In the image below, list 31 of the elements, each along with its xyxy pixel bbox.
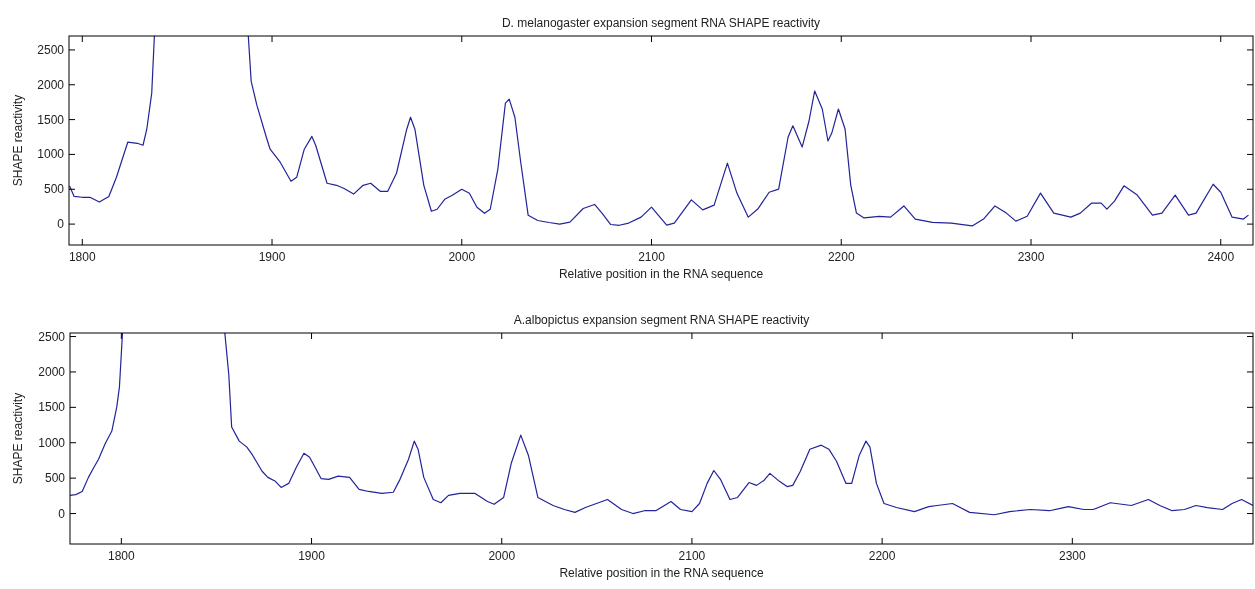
x-tick-label: 2000 — [448, 250, 476, 264]
x-tick-label: 2200 — [868, 549, 896, 563]
chart-title: A.albopictus expansion segment RNA SHAPE reactivity — [513, 313, 810, 327]
y-axis-title: SHAPE reactivity — [11, 392, 25, 485]
y-tick-label: 1000 — [38, 435, 66, 450]
x-tick-label: 1900 — [298, 549, 326, 563]
y-tick-label: 1500 — [38, 400, 66, 415]
y-tick-label: 2000 — [37, 77, 65, 92]
y-tick-label: 2000 — [38, 364, 66, 379]
x-tick-label: 1800 — [68, 250, 96, 264]
y-tick-label: 0 — [58, 506, 66, 521]
chart-title: D. melanogaster expansion segment RNA SHAPE reactivity — [501, 16, 821, 30]
x-tick-label: 1800 — [108, 549, 136, 563]
x-tick-label: 2300 — [1017, 250, 1045, 264]
x-tick-label: 2400 — [1207, 250, 1235, 264]
x-axis-title: Relative position in the RNA sequence — [559, 566, 764, 580]
x-tick-label: 2200 — [827, 250, 855, 264]
x-tick-label: 2100 — [678, 549, 706, 563]
y-tick-label: 0 — [57, 217, 65, 232]
y-tick-label: 1500 — [37, 112, 65, 127]
x-tick-label: 1900 — [258, 250, 286, 264]
x-tick-label: 2000 — [488, 549, 516, 563]
y-axis-title: SHAPE reactivity — [11, 94, 25, 187]
x-axis-title: Relative position in the RNA sequence — [558, 267, 764, 281]
x-tick-label: 2300 — [1058, 549, 1086, 563]
x-tick-label: 2100 — [638, 250, 666, 264]
y-tick-label: 1000 — [37, 147, 65, 162]
y-tick-label: 500 — [44, 471, 66, 486]
y-tick-label: 2500 — [37, 42, 65, 57]
y-tick-label: 2500 — [38, 329, 66, 344]
y-tick-label: 500 — [43, 182, 65, 197]
